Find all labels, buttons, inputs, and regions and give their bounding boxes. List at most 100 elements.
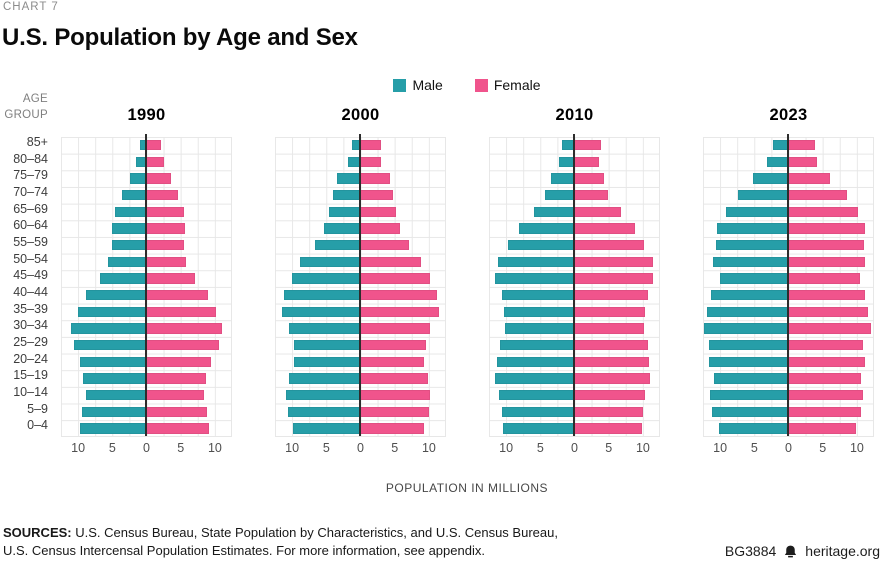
pyramid-bar-row [275, 387, 445, 404]
pyramid-bar-row [61, 420, 231, 437]
male-bar [329, 206, 360, 218]
pyramid-bar-row [275, 404, 445, 421]
female-bar [788, 339, 864, 351]
age-group-label: 35–39 [13, 301, 48, 316]
year-title: 2010 [555, 106, 594, 124]
x-tick: 10 [849, 441, 864, 455]
pyramid-bar-row [703, 404, 873, 421]
pyramid-bar-row [489, 287, 659, 304]
pyramid-bar-row [275, 254, 445, 271]
x-axis-title: POPULATION IN MILLIONS [385, 481, 549, 495]
pyramid-bar-row [275, 304, 445, 321]
male-bar [718, 423, 788, 434]
pyramid-bar-row [703, 204, 873, 221]
male-bar [558, 156, 574, 168]
male-bar [332, 190, 360, 201]
pyramid-bar-row [489, 420, 659, 437]
pyramid-bar-row [489, 187, 659, 204]
pyramid-bar-row [61, 370, 231, 387]
male-bar [502, 423, 574, 434]
age-group-label: 55–59 [13, 234, 48, 249]
male-bar [111, 223, 146, 234]
plot-area-2000 [275, 134, 446, 437]
female-bar [574, 406, 644, 417]
sources-label: SOURCES: [3, 525, 72, 540]
zero-axis-line [787, 134, 789, 436]
male-swatch-icon [393, 78, 407, 92]
female-bar [788, 389, 864, 401]
male-bar [299, 256, 360, 268]
female-bar [574, 190, 609, 201]
pyramid-bar-row [61, 270, 231, 287]
female-bar [360, 273, 430, 284]
male-bar [80, 423, 146, 434]
pyramid-bar-row [489, 304, 659, 321]
male-bar [85, 290, 146, 301]
female-bar [574, 306, 646, 318]
x-axis-ticks: 10 5 0 5 10 [275, 441, 446, 461]
female-bar [574, 223, 635, 234]
female-bar [788, 240, 864, 251]
male-bar [712, 406, 788, 417]
female-bar [146, 306, 216, 318]
female-bar [146, 423, 209, 434]
age-group-label: 45–49 [13, 268, 48, 283]
male-bar [716, 240, 788, 251]
pyramid-bar-row [275, 137, 445, 154]
age-group-label: 15–19 [13, 368, 48, 383]
female-bar [788, 140, 815, 151]
chart-number-kicker: CHART 7 [3, 1, 59, 13]
female-bar [360, 423, 425, 434]
age-group-label: 60–64 [13, 218, 48, 233]
pyramid-bar-row [275, 370, 445, 387]
pyramid-bar-row [489, 270, 659, 287]
age-group-labels: 85+ 80–84 75–79 70–74 65–69 60–64 55–59 50–54 45… [0, 134, 48, 434]
female-bar [574, 339, 648, 351]
male-bar [714, 373, 788, 384]
pyramid-bar-row [489, 170, 659, 187]
zero-axis-line [145, 134, 147, 436]
female-bar [360, 323, 431, 334]
x-axis-ticks: 10 5 0 5 10 [489, 441, 660, 461]
male-bar [544, 190, 574, 201]
sources-note: SOURCES: U.S. Census Bureau, State Popul… [3, 524, 558, 561]
year-title: 1990 [127, 106, 166, 124]
age-group-label: 25–29 [13, 334, 48, 349]
pyramid-bar-row [489, 337, 659, 354]
pyramid-bar-row [489, 254, 659, 271]
pyramid-bar-row [61, 304, 231, 321]
female-bar [788, 206, 858, 218]
female-bar [788, 423, 856, 434]
male-bar [122, 190, 146, 201]
female-bar [360, 206, 396, 218]
female-bar [146, 290, 209, 301]
male-bar [139, 140, 146, 151]
pyramid-bar-row [703, 220, 873, 237]
male-bar [129, 173, 146, 184]
male-bar [766, 156, 788, 168]
org-link[interactable]: heritage.org [805, 543, 880, 559]
female-bar [146, 190, 179, 201]
female-bar [788, 356, 866, 368]
male-bar [293, 356, 360, 368]
male-bar [495, 373, 574, 384]
female-bar [146, 273, 196, 284]
pyramid-bar-row [61, 237, 231, 254]
pyramid-bar-row [489, 204, 659, 221]
pyramid-bar-row [61, 404, 231, 421]
male-bar [324, 223, 360, 234]
female-swatch-icon [474, 78, 488, 92]
male-bar [85, 389, 146, 401]
x-tick: 10 [71, 441, 86, 455]
female-bar [360, 140, 381, 151]
female-bar [146, 173, 172, 184]
female-bar [788, 256, 865, 268]
female-bar [146, 140, 162, 151]
male-bar [282, 306, 360, 318]
male-bar [499, 389, 574, 401]
male-bar [77, 306, 146, 318]
female-bar [788, 173, 831, 184]
female-bar [360, 256, 421, 268]
pyramid-bar-row [61, 220, 231, 237]
male-bar [347, 156, 360, 168]
